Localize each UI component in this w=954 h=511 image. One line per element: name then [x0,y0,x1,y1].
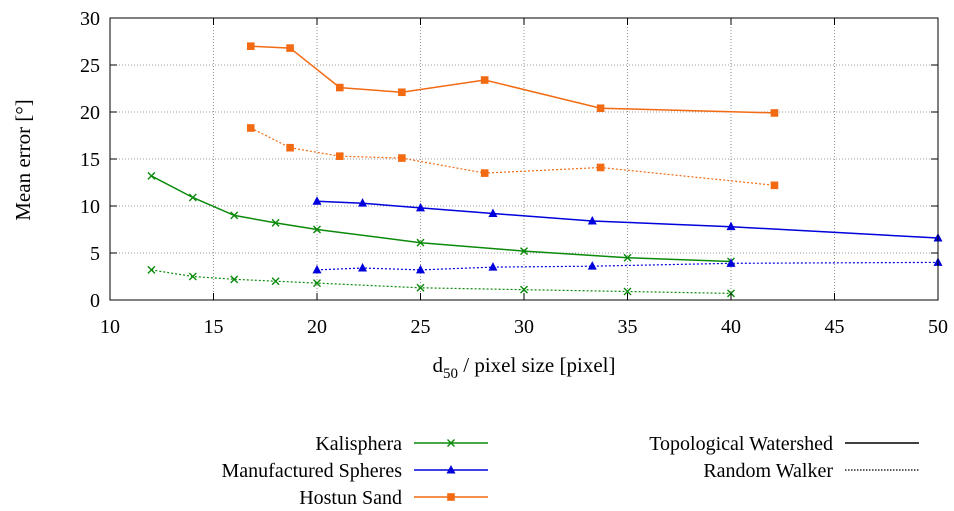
x-tick-label: 40 [721,316,741,338]
marker-square [246,124,255,132]
marker-triangle [358,263,368,272]
x-axis-title-rest: / pixel size [pixel] [458,353,615,377]
marker-x [623,253,632,262]
marker-square [246,42,255,50]
marker-triangle [726,258,736,267]
series-3 [312,257,943,274]
marker-triangle [446,465,456,474]
x-tick-label: 30 [514,316,534,338]
marker-square [596,104,605,113]
series-group [147,42,943,298]
series-1 [147,265,735,298]
marker-x [230,211,239,220]
marker-x [520,247,528,256]
marker-square [480,169,489,177]
marker-x [147,265,156,274]
y-tick-label: 20 [80,102,100,124]
legend-label: Manufactured Spheres [222,460,403,482]
marker-x [271,218,280,227]
y-tick-label: 15 [80,149,100,171]
x-axis-title: d50 / pixel size [pixel] [433,353,616,382]
x-axis-title-main: d [433,353,444,377]
series-line [250,45,775,114]
y-tick-label: 0 [90,290,100,312]
marker-x [188,272,197,281]
x-axis-title-sub: 50 [443,366,458,382]
marker-x [313,279,321,288]
marker-x [416,238,425,247]
y-tick-label: 30 [80,8,100,30]
marker-triangle [312,264,322,274]
marker-square [480,76,489,84]
marker-x [188,193,197,202]
marker-triangle [488,262,498,271]
series-line [151,175,732,263]
series-line [316,261,939,271]
marker-square [286,44,294,52]
y-tick-label: 5 [90,243,100,265]
marker-triangle [726,221,736,231]
marker-triangle [587,216,597,225]
y-axis-title: Mean error [°] [11,99,35,221]
marker-square [286,143,294,152]
marker-square [770,109,779,117]
x-tick-label: 20 [307,316,327,338]
marker-x [313,225,321,234]
marker-triangle [358,198,368,207]
marker-square [335,83,344,92]
marker-square [398,88,406,97]
legend-label: Kalisphera [315,433,402,455]
y-tick-label: 10 [80,196,100,218]
marker-x [623,287,632,296]
marker-x [520,285,528,294]
y-tick-label: 25 [80,55,100,77]
series-line [250,127,775,186]
x-tick-label: 15 [204,316,224,338]
marker-triangle [416,202,425,212]
series-0 [147,171,735,266]
series-5 [246,124,779,190]
marker-square [447,493,455,501]
legend-label: Random Walker [703,460,833,482]
legend-label: Topological Watershed [649,433,833,455]
marker-square [596,163,605,172]
x-tick-label: 10 [100,316,120,338]
marker-triangle [488,208,498,218]
marker-square [335,152,344,160]
series-4 [246,42,779,117]
axis-ticks: 10 15 20 25 30 35 40 45 50 0 5 10 15 20 25 30 [80,8,948,338]
x-tick-label: 50 [928,316,948,338]
x-tick-label: 25 [411,316,431,338]
series-line [151,269,732,294]
gridlines [110,18,938,300]
marker-triangle [312,196,322,205]
marker-square [770,181,779,190]
marker-x [147,171,156,180]
marker-x [230,275,239,284]
legend: Kalisphera Manufactured Spheres Hostun San… [222,433,919,509]
marker-triangle [587,261,597,270]
marker-x [447,439,455,447]
marker-square [398,154,406,162]
x-tick-label: 35 [618,316,638,338]
marker-x [271,277,280,286]
marker-x [416,283,425,292]
legend-label: Hostun Sand [299,487,402,509]
marker-triangle [416,264,425,274]
x-tick-label: 45 [825,316,845,338]
